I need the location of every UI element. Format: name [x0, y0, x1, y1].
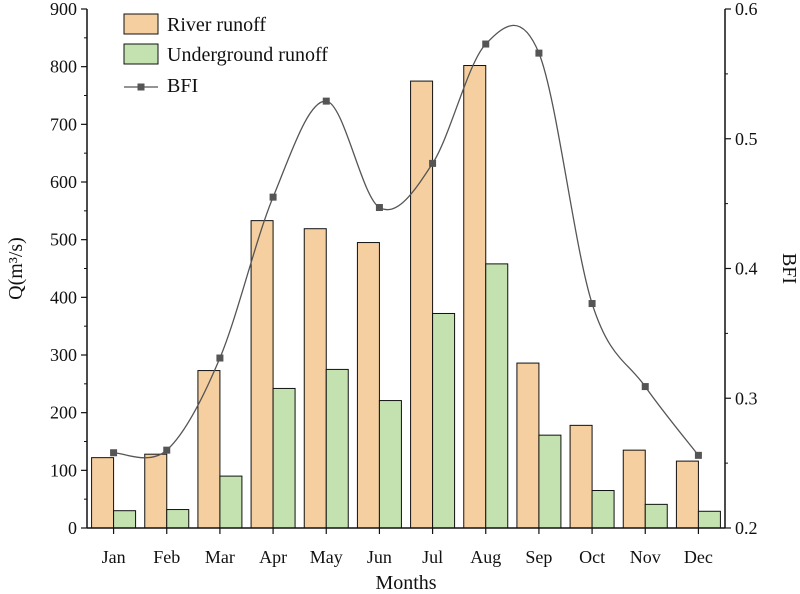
- y2-tick-label: 0.3: [735, 388, 758, 408]
- y-tick-label: 700: [50, 114, 77, 134]
- bfi-marker: [375, 204, 383, 212]
- bars-layer: [91, 65, 721, 529]
- bfi-marker: [641, 383, 649, 391]
- x-tick-label: Jul: [422, 547, 443, 567]
- x-tick-label: Sep: [525, 547, 552, 567]
- legend-swatch: [123, 43, 159, 65]
- legend-label: BFI: [167, 75, 198, 97]
- x-tick-label: Oct: [579, 547, 605, 567]
- legend-marker: [137, 83, 145, 91]
- legend-item-underground-runoff: Underground runoff: [123, 43, 328, 66]
- legend-label: River runoff: [167, 14, 266, 36]
- x-tick-label: May: [310, 547, 343, 567]
- bfi-marker: [322, 97, 330, 105]
- underground-runoff-bar: [432, 312, 456, 529]
- river-runoff-bar: [622, 449, 646, 529]
- legend: River runoff Underground runoff BFI: [123, 13, 328, 97]
- underground-runoff-bar: [538, 434, 562, 529]
- y2-tick-label: 0.2: [735, 518, 758, 538]
- x-axis-title: Months: [375, 572, 436, 594]
- x-tick-label: Mar: [205, 547, 235, 567]
- x-tick-label: Apr: [259, 547, 287, 567]
- bfi-line-layer: [110, 24, 702, 459]
- bfi-marker: [694, 451, 702, 459]
- underground-runoff-bar: [697, 510, 721, 529]
- underground-runoff-bar: [591, 490, 615, 529]
- y-axis-title: Q(m³/s): [5, 237, 27, 300]
- river-runoff-bar: [303, 228, 327, 529]
- river-runoff-bar: [569, 424, 593, 529]
- river-runoff-bar: [516, 362, 540, 529]
- river-runoff-bar: [463, 65, 487, 529]
- x-tick-label: Nov: [630, 547, 661, 567]
- y-tick-label: 0: [68, 518, 77, 538]
- river-runoff-bar: [144, 453, 168, 529]
- y-tick-label: 300: [50, 345, 77, 365]
- bfi-marker: [269, 193, 277, 201]
- river-runoff-bar: [197, 370, 221, 529]
- river-runoff-bar: [356, 242, 380, 529]
- y-tick-label: 900: [50, 0, 77, 19]
- y-tick-label: 600: [50, 172, 77, 192]
- river-runoff-bar: [410, 80, 434, 529]
- bfi-marker: [535, 49, 543, 57]
- y2-tick-label: 0.5: [735, 129, 758, 149]
- bfi-marker: [429, 159, 437, 167]
- bfi-marker: [482, 40, 490, 48]
- bfi-marker: [588, 300, 596, 308]
- y2-axis-title: BFI: [778, 253, 800, 284]
- x-tick-label: Aug: [470, 547, 501, 567]
- underground-runoff-bar: [378, 400, 402, 529]
- y-tick-label: 500: [50, 230, 77, 250]
- underground-runoff-bar: [644, 503, 668, 529]
- underground-runoff-bar: [113, 510, 137, 529]
- x-tick-label: Dec: [684, 547, 713, 567]
- x-tick-label: Jan: [102, 547, 126, 567]
- x-tick-label: Feb: [153, 547, 180, 567]
- underground-runoff-bar: [166, 509, 190, 529]
- river-runoff-bar: [675, 460, 699, 529]
- x-tick-label: Jun: [367, 547, 392, 567]
- y2-tick-label: 0.6: [735, 0, 758, 19]
- bfi-marker: [216, 354, 224, 362]
- underground-runoff-bar: [272, 387, 296, 529]
- legend-swatch: [123, 13, 159, 35]
- bfi-marker: [163, 446, 171, 454]
- legend-item-river-runoff: River runoff: [123, 13, 266, 36]
- bfi-marker: [110, 449, 118, 457]
- underground-runoff-bar: [325, 368, 349, 529]
- y-tick-label: 100: [50, 460, 77, 480]
- y2-tick-label: 0.4: [735, 259, 758, 279]
- underground-runoff-bar: [485, 263, 509, 529]
- river-runoff-bar: [91, 457, 115, 529]
- legend-item-bfi: BFI: [124, 75, 198, 97]
- underground-runoff-bar: [219, 475, 243, 529]
- y-tick-label: 400: [50, 287, 77, 307]
- river-runoff-bar: [250, 220, 274, 529]
- y-tick-label: 800: [50, 57, 77, 77]
- y-tick-label: 200: [50, 403, 77, 423]
- axes-layer: 0 100 200 300 400 500 600 700 800 900 0.2 0.3 0.4 0.5…: [50, 0, 758, 567]
- legend-label: Underground runoff: [167, 44, 328, 66]
